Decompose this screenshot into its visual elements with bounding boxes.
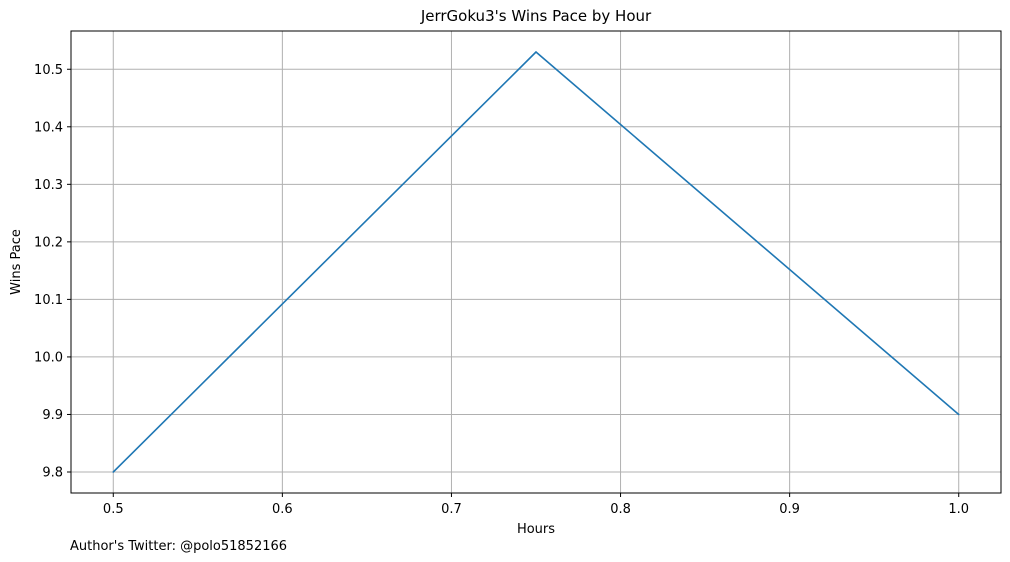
x-tick-label: 0.5 <box>103 502 124 517</box>
series-layer <box>112 51 960 473</box>
x-tick-label: 0.6 <box>272 502 293 517</box>
x-tick-label: 1.0 <box>948 502 969 517</box>
x-axis-ticks: 0.5 0.6 0.7 0.8 0.9 1.0 <box>103 493 969 517</box>
data-point <box>112 471 115 473</box>
y-tick-label: 10.3 <box>34 178 63 193</box>
y-tick-label: 9.8 <box>42 466 63 481</box>
author-footnote: Author's Twitter: @polo51852166 <box>70 539 287 554</box>
grid-lines <box>71 31 1001 493</box>
chart-title: JerrGoku3's Wins Pace by Hour <box>420 7 652 25</box>
y-tick-label: 10.4 <box>34 120 63 135</box>
data-point <box>535 51 537 53</box>
y-axis-label: Wins Pace <box>9 229 24 295</box>
y-tick-label: 10.2 <box>34 235 63 250</box>
y-tick-label: 10.0 <box>34 350 63 365</box>
x-axis-label: Hours <box>517 522 555 537</box>
y-tick-label: 10.1 <box>34 293 63 308</box>
x-tick-label: 0.8 <box>610 502 631 517</box>
data-point <box>957 413 960 416</box>
y-axis-ticks: 9.8 9.9 10.0 10.1 10.2 10.3 10.4 10.5 <box>34 63 71 481</box>
plot-frame <box>70 30 1002 494</box>
x-tick-label: 0.7 <box>441 502 462 517</box>
y-tick-label: 9.9 <box>42 408 63 423</box>
x-tick-label: 0.9 <box>779 502 800 517</box>
y-tick-label: 10.5 <box>34 63 63 78</box>
